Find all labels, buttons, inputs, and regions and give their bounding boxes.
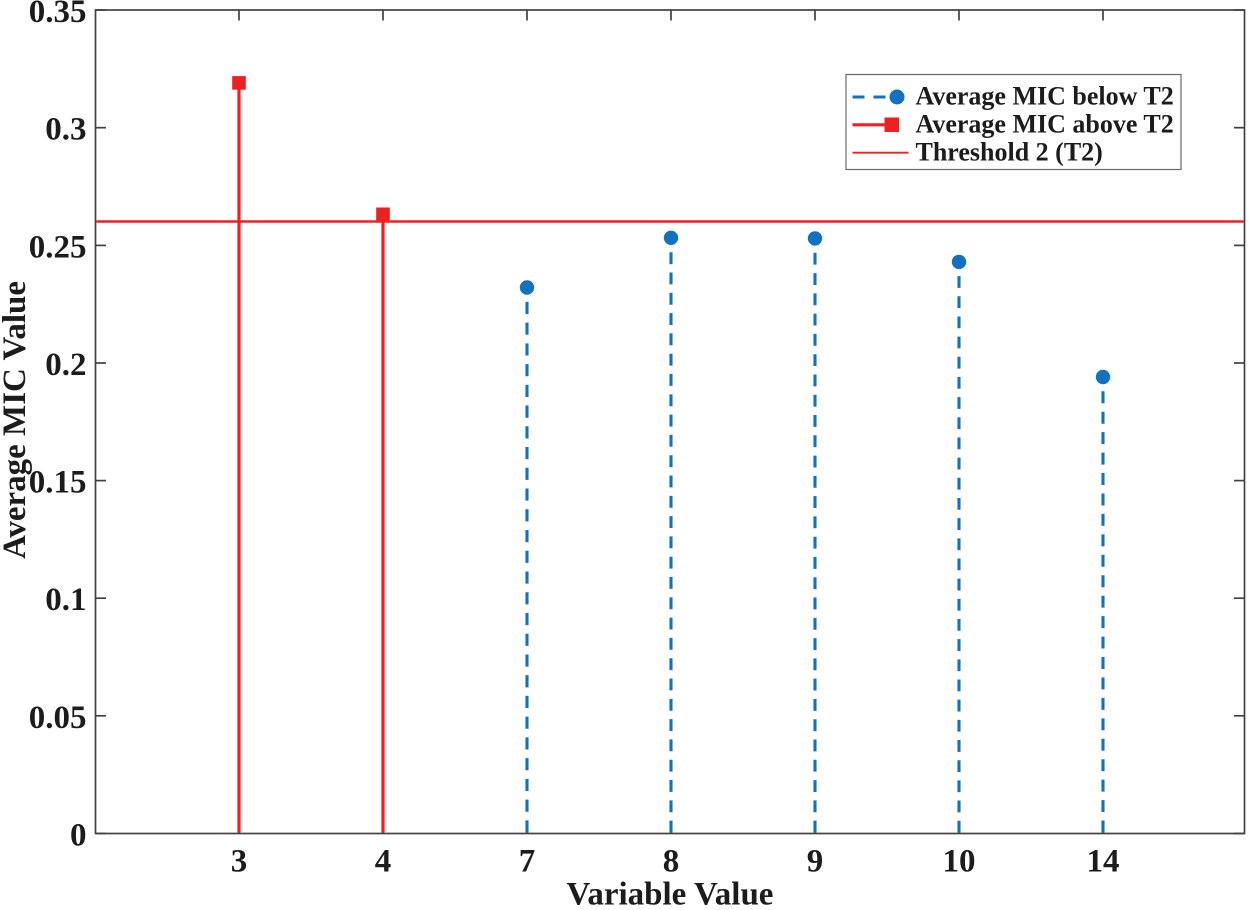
svg-text:Average MIC above T2: Average MIC above T2 <box>916 110 1174 139</box>
svg-text:Average MIC below T2: Average MIC below T2 <box>916 82 1174 111</box>
svg-text:3: 3 <box>231 844 248 880</box>
svg-text:0.3: 0.3 <box>45 112 86 148</box>
svg-text:7: 7 <box>519 844 536 880</box>
svg-text:8: 8 <box>663 844 680 880</box>
svg-text:14: 14 <box>1087 844 1120 880</box>
svg-text:Average MIC Value: Average MIC Value <box>0 281 33 559</box>
svg-text:0.25: 0.25 <box>29 229 87 265</box>
svg-text:0.35: 0.35 <box>29 0 87 30</box>
svg-text:Threshold 2 (T2): Threshold 2 (T2) <box>916 138 1103 167</box>
svg-text:0.05: 0.05 <box>29 700 87 736</box>
svg-text:0.2: 0.2 <box>45 347 86 383</box>
svg-text:0.1: 0.1 <box>45 582 86 618</box>
svg-text:4: 4 <box>375 844 392 880</box>
svg-text:9: 9 <box>807 844 824 880</box>
svg-text:0.15: 0.15 <box>29 465 87 501</box>
svg-text:Variable Value: Variable Value <box>567 877 774 910</box>
svg-text:10: 10 <box>943 844 976 880</box>
svg-text:0: 0 <box>70 818 87 854</box>
